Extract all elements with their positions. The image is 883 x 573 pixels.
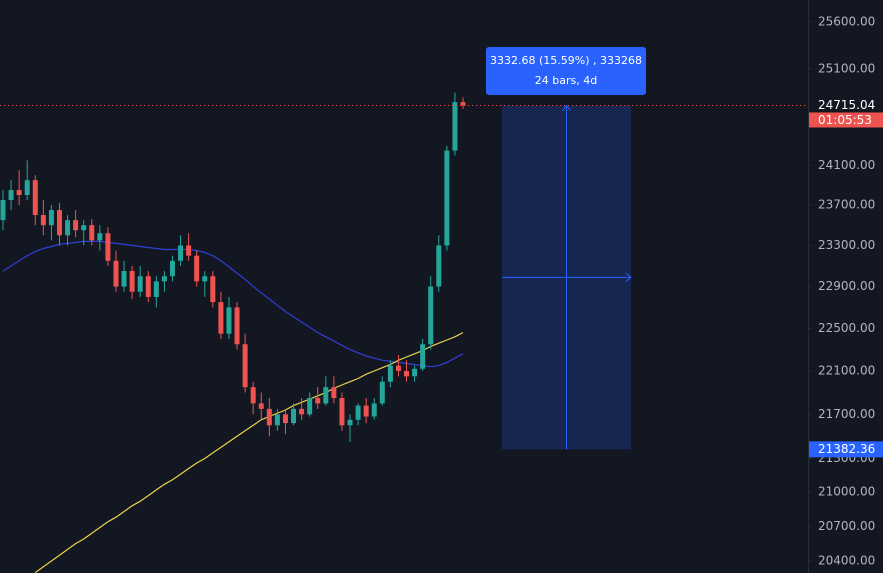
y-tick-label: 20400.00	[818, 553, 875, 567]
candle-body	[315, 397, 321, 404]
candle-body	[89, 225, 95, 241]
moving-average	[34, 332, 464, 573]
y-tick-label: 23700.00	[818, 198, 875, 212]
y-tick-label: 24100.00	[818, 158, 875, 172]
candle-body	[331, 387, 337, 398]
candle-body	[145, 276, 151, 297]
candle-body	[161, 276, 167, 282]
candle-body	[395, 365, 401, 371]
measure-tooltip	[486, 47, 646, 95]
candle-body	[16, 190, 22, 196]
y-tick-label: 23300.00	[818, 238, 875, 252]
candle-body	[371, 403, 377, 417]
candle-body	[274, 414, 280, 426]
candle-body	[379, 381, 385, 404]
y-tick-label: 20700.00	[818, 519, 875, 533]
candle-body	[40, 215, 46, 226]
measure-bars: 24 bars, 4d	[535, 74, 597, 87]
candle-body	[234, 307, 240, 345]
candle-body	[210, 276, 216, 303]
candle-body	[81, 225, 87, 231]
candle-body	[404, 370, 410, 377]
last-price-label: 24715.04	[818, 98, 875, 112]
candle-body	[387, 365, 393, 382]
candle-body	[73, 220, 79, 231]
candle-body	[347, 419, 353, 426]
countdown-label: 01:05:53	[818, 113, 872, 127]
candle-body	[24, 180, 30, 196]
candle-body	[258, 403, 264, 409]
candle-body	[355, 405, 361, 420]
y-tick-label: 22900.00	[818, 279, 875, 293]
candle-body	[428, 286, 434, 345]
y-tick-label: 21000.00	[818, 485, 875, 499]
candle-body	[202, 276, 208, 282]
candle-body	[113, 260, 119, 287]
y-tick-label: 21700.00	[818, 407, 875, 421]
candle-body	[242, 344, 248, 388]
candle-body	[307, 397, 313, 415]
measure-arrow	[625, 273, 632, 282]
candle-body	[282, 414, 288, 424]
candle-body	[194, 255, 200, 282]
candle-body	[266, 408, 272, 426]
candle-body	[0, 200, 6, 221]
candle-body	[153, 281, 159, 297]
candle-body	[460, 102, 466, 106]
candle-body	[32, 180, 38, 216]
candle-body	[412, 368, 418, 377]
candle-body	[323, 387, 329, 404]
y-tick-label: 22100.00	[818, 363, 875, 377]
candle-body	[299, 408, 305, 415]
y-tick-label: 22500.00	[818, 321, 875, 335]
candle-body	[48, 210, 54, 226]
measure-low-label: 21382.36	[818, 442, 875, 456]
candle-body	[121, 271, 127, 287]
countdown-tag	[809, 112, 883, 128]
last-price-tag	[809, 97, 883, 113]
measure-change: 3332.68 (15.59%) , 333268	[490, 54, 642, 67]
candle-body	[436, 245, 442, 287]
measure-arrow	[562, 104, 571, 111]
candle-body	[420, 344, 426, 369]
measure-low-tag	[809, 441, 883, 458]
candle-body	[97, 233, 103, 241]
candle-body	[169, 260, 175, 277]
moving-average	[2, 240, 464, 368]
candle-body	[291, 408, 297, 424]
candle-body	[129, 271, 135, 292]
candle-body	[105, 233, 111, 261]
candle-body	[250, 387, 256, 404]
candle-body	[186, 245, 192, 256]
candle-body	[363, 405, 369, 417]
candle-body	[8, 190, 14, 201]
y-tick-label: 25600.00	[818, 14, 875, 28]
candle-body	[452, 102, 458, 151]
candle-body	[339, 397, 345, 426]
candle-body	[226, 307, 232, 334]
candle-body	[218, 302, 224, 334]
candle-body	[137, 276, 143, 292]
candle-body	[56, 210, 62, 236]
candle-body	[65, 220, 71, 236]
y-tick-label: 25100.00	[818, 61, 875, 75]
candle-body	[178, 245, 184, 261]
candle-body	[444, 150, 450, 246]
